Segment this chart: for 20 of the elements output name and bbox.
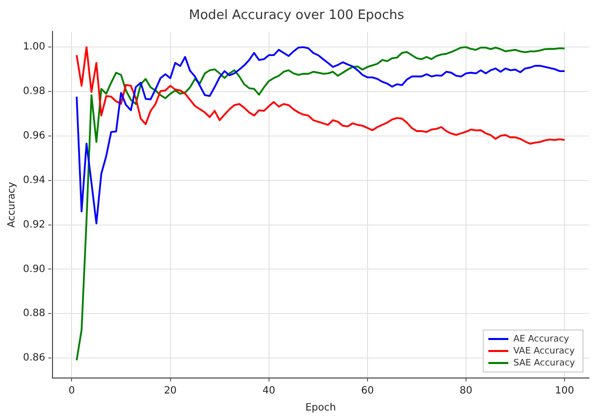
y-tick-label: 0.92: [23, 219, 46, 230]
x-tick-label: 80: [460, 386, 472, 397]
legend-label: AE Accuracy: [513, 334, 570, 344]
x-tick-label: 60: [361, 386, 374, 397]
y-tick-label: 0.96: [23, 130, 46, 142]
y-tick-label: 1.00: [23, 42, 46, 53]
y-tick-label: 0.90: [23, 264, 46, 275]
x-tick-label: 0: [68, 386, 75, 397]
x-tick-label: 20: [164, 386, 177, 397]
x-tick-label: 100: [555, 386, 574, 397]
chart-title: Model Accuracy over 100 Epochs: [188, 8, 404, 24]
legend-label: VAE Accuracy: [513, 346, 576, 356]
y-tick-label: 0.88: [23, 308, 46, 320]
y-tick-label: 0.86: [23, 352, 46, 364]
y-axis-title: Accuracy: [6, 182, 18, 228]
y-tick-label: 0.94: [23, 174, 46, 186]
y-tick-label: 0.98: [23, 86, 46, 98]
x-tick-label: 40: [262, 386, 276, 397]
x-axis-title: Epoch: [305, 402, 336, 414]
legend-label: SAE Accuracy: [513, 358, 576, 368]
